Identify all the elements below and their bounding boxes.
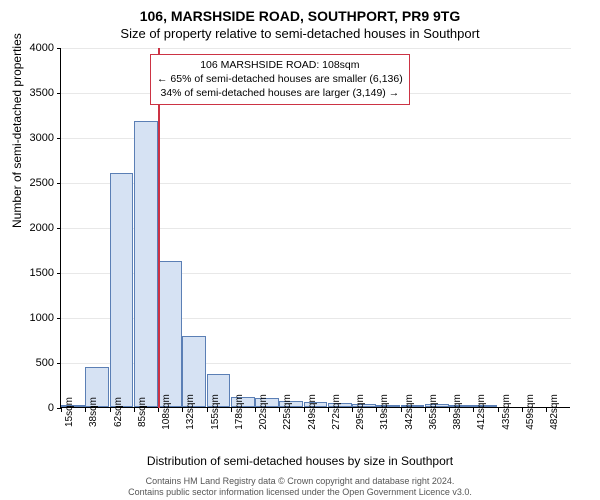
gridline xyxy=(61,48,571,49)
y-tick xyxy=(57,228,61,229)
x-tick-label: 272sqm xyxy=(331,394,342,430)
x-tick xyxy=(61,408,62,412)
x-tick xyxy=(328,408,329,412)
y-tick-label: 0 xyxy=(48,402,54,414)
x-tick xyxy=(158,408,159,412)
x-tick xyxy=(449,408,450,412)
annotation-line-3: 34% of semi-detached houses are larger (… xyxy=(157,86,403,100)
x-tick-label: 132sqm xyxy=(185,394,196,430)
x-tick xyxy=(182,408,183,412)
chart-title-main: 106, MARSHSIDE ROAD, SOUTHPORT, PR9 9TG xyxy=(0,0,600,24)
x-tick xyxy=(376,408,377,412)
footer-attribution: Contains HM Land Registry data © Crown c… xyxy=(0,476,600,498)
y-tick xyxy=(57,183,61,184)
x-tick-label: 459sqm xyxy=(525,394,536,430)
annotation-line-1: 106 MARSHSIDE ROAD: 108sqm xyxy=(157,58,403,72)
x-tick xyxy=(110,408,111,412)
x-tick-label: 15sqm xyxy=(64,397,75,427)
x-tick xyxy=(85,408,86,412)
y-tick-label: 4000 xyxy=(30,42,54,54)
x-tick xyxy=(207,408,208,412)
y-tick xyxy=(57,48,61,49)
x-tick-label: 342sqm xyxy=(404,394,415,430)
x-axis-label: Distribution of semi-detached houses by … xyxy=(0,454,600,468)
x-tick xyxy=(134,408,135,412)
x-tick xyxy=(279,408,280,412)
footer-line-1: Contains HM Land Registry data © Crown c… xyxy=(0,476,600,487)
x-tick-label: 38sqm xyxy=(88,397,99,427)
y-tick xyxy=(57,93,61,94)
x-tick-label: 202sqm xyxy=(258,394,269,430)
annotation-line-2: ← 65% of semi-detached houses are smalle… xyxy=(157,72,403,86)
y-tick-label: 500 xyxy=(36,357,54,369)
y-axis-label: Number of semi-detached properties xyxy=(10,33,24,228)
x-tick xyxy=(425,408,426,412)
x-tick-label: 389sqm xyxy=(452,394,463,430)
x-tick xyxy=(546,408,547,412)
x-tick xyxy=(231,408,232,412)
x-tick xyxy=(401,408,402,412)
y-tick xyxy=(57,363,61,364)
chart-area: 15sqm38sqm62sqm85sqm108sqm132sqm155sqm17… xyxy=(60,48,570,408)
x-tick-label: 178sqm xyxy=(234,394,245,430)
x-tick-label: 85sqm xyxy=(137,397,148,427)
y-tick-label: 3000 xyxy=(30,132,54,144)
y-tick-label: 1000 xyxy=(30,312,54,324)
x-tick xyxy=(498,408,499,412)
y-tick-label: 2500 xyxy=(30,177,54,189)
x-tick-label: 435sqm xyxy=(501,394,512,430)
x-tick xyxy=(304,408,305,412)
x-tick-label: 319sqm xyxy=(379,394,390,430)
y-tick xyxy=(57,273,61,274)
annotation-box: 106 MARSHSIDE ROAD: 108sqm ← 65% of semi… xyxy=(150,54,410,105)
y-tick-label: 2000 xyxy=(30,222,54,234)
x-tick-label: 62sqm xyxy=(113,397,124,427)
x-tick xyxy=(473,408,474,412)
x-tick-label: 155sqm xyxy=(210,394,221,430)
histogram-bar xyxy=(134,121,158,407)
x-tick-label: 365sqm xyxy=(428,394,439,430)
x-tick-label: 249sqm xyxy=(307,394,318,430)
y-tick-label: 1500 xyxy=(30,267,54,279)
x-tick-label: 295sqm xyxy=(355,394,366,430)
x-tick xyxy=(522,408,523,412)
chart-title-sub: Size of property relative to semi-detach… xyxy=(0,24,600,41)
y-tick xyxy=(57,318,61,319)
x-tick-label: 412sqm xyxy=(476,394,487,430)
x-tick xyxy=(255,408,256,412)
footer-line-2: Contains public sector information licen… xyxy=(0,487,600,498)
x-tick xyxy=(352,408,353,412)
x-tick-label: 482sqm xyxy=(549,394,560,430)
x-tick-label: 108sqm xyxy=(161,394,172,430)
y-tick xyxy=(57,138,61,139)
histogram-bar xyxy=(158,261,182,407)
x-tick-label: 225sqm xyxy=(282,394,293,430)
histogram-bar xyxy=(110,173,134,407)
y-tick-label: 3500 xyxy=(30,87,54,99)
